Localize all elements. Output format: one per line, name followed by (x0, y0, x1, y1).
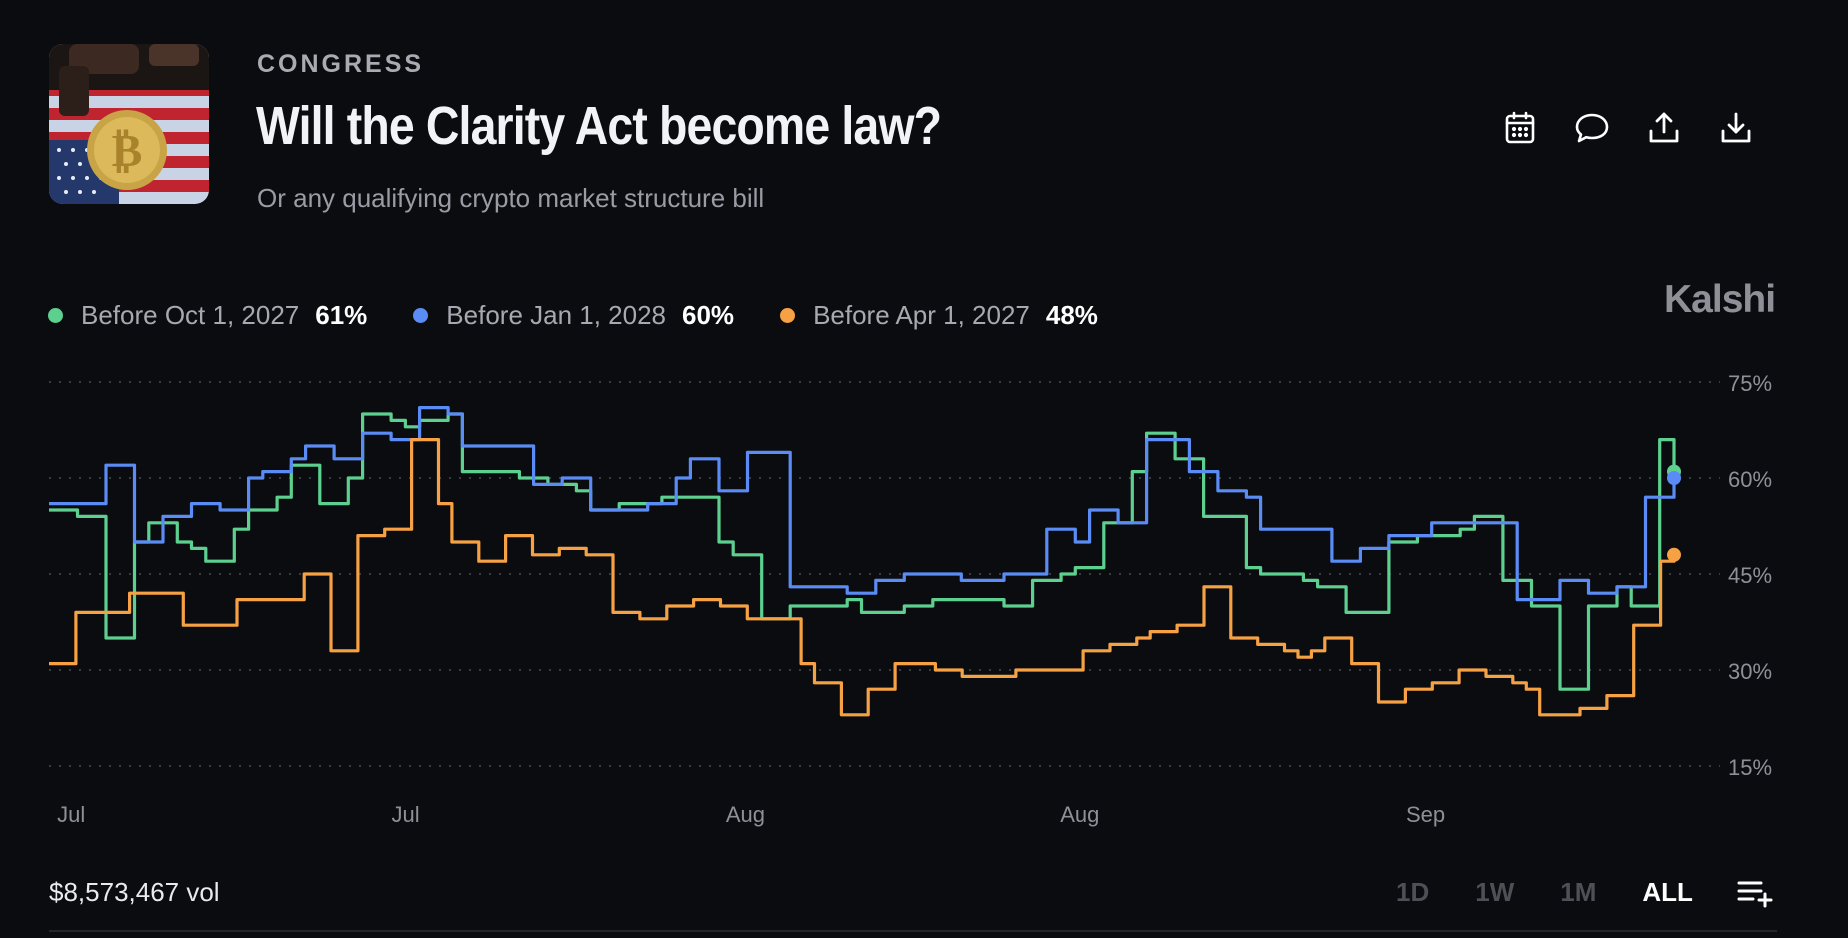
y-tick-label: 60% (1728, 467, 1772, 492)
share-icon (1649, 112, 1679, 143)
legend-value: 48% (1045, 300, 1098, 330)
range-1m[interactable]: 1M (1560, 877, 1597, 907)
range-1d[interactable]: 1D (1396, 877, 1430, 907)
series-end-point (1667, 471, 1681, 485)
range-1w[interactable]: 1W (1475, 877, 1515, 907)
legend-label: Before Oct 1, 2027 (81, 300, 300, 330)
download-icon (1721, 112, 1751, 143)
series-end-point (1667, 547, 1681, 562)
market-category[interactable]: CONGRESS (257, 50, 425, 78)
svg-text:₿: ₿ (112, 125, 143, 176)
series-line (49, 406, 1676, 602)
comment-button[interactable] (1574, 110, 1610, 146)
bitcoin-flag-image: ₿ (49, 44, 209, 204)
legend-label: Before Jan 1, 2028 (446, 300, 667, 330)
range-all[interactable]: ALL (1642, 877, 1693, 907)
legend-dot (780, 308, 796, 323)
legend-label: Before Apr 1, 2027 (813, 300, 1030, 330)
series-line (49, 438, 1676, 717)
x-tick-label: Aug (726, 802, 765, 827)
calendar-button[interactable] (1502, 110, 1538, 146)
price-chart[interactable]: 75% 60% 45% 30% 15% Jul Jul Aug Aug Sep (0, 360, 1848, 840)
series-line (49, 412, 1676, 691)
legend-item-apr-2027[interactable]: Before Apr 1, 2027 48% (780, 300, 1098, 331)
x-tick-label: Jul (392, 802, 420, 827)
y-tick-label: 30% (1728, 659, 1772, 684)
y-tick-label: 75% (1728, 371, 1772, 396)
time-range-selector: 1D 1W 1M ALL (1350, 877, 1773, 908)
share-button[interactable] (1646, 110, 1682, 146)
x-tick-label: Jul (57, 802, 85, 827)
y-tick-label: 15% (1728, 755, 1772, 780)
legend-value: 61% (315, 300, 368, 330)
market-title: Will the Clarity Act become law? (256, 96, 942, 156)
legend-item-jan-2028[interactable]: Before Jan 1, 2028 60% (413, 300, 734, 331)
download-button[interactable] (1718, 110, 1754, 146)
legend-item-oct-2027[interactable]: Before Oct 1, 2027 61% (48, 300, 367, 331)
y-tick-label: 45% (1728, 563, 1772, 588)
market-subtitle: Or any qualifying crypto market structur… (257, 183, 765, 213)
calendar-icon (1505, 111, 1535, 144)
legend-dot (48, 308, 63, 323)
kalshi-logo: Kalshi (1664, 278, 1776, 321)
legend-value: 60% (682, 300, 735, 330)
divider (49, 930, 1777, 932)
market-toolbar (1502, 110, 1754, 146)
x-tick-label: Sep (1406, 802, 1445, 827)
x-tick-label: Aug (1060, 802, 1099, 827)
market-thumbnail: ₿ (49, 44, 209, 204)
legend-dot (413, 308, 429, 323)
chart-legend: Before Oct 1, 2027 61% Before Jan 1, 202… (48, 300, 1144, 331)
add-to-list-icon[interactable] (1737, 878, 1773, 908)
volume-label: $8,573,467 vol (49, 877, 220, 907)
comment-icon (1575, 113, 1609, 143)
